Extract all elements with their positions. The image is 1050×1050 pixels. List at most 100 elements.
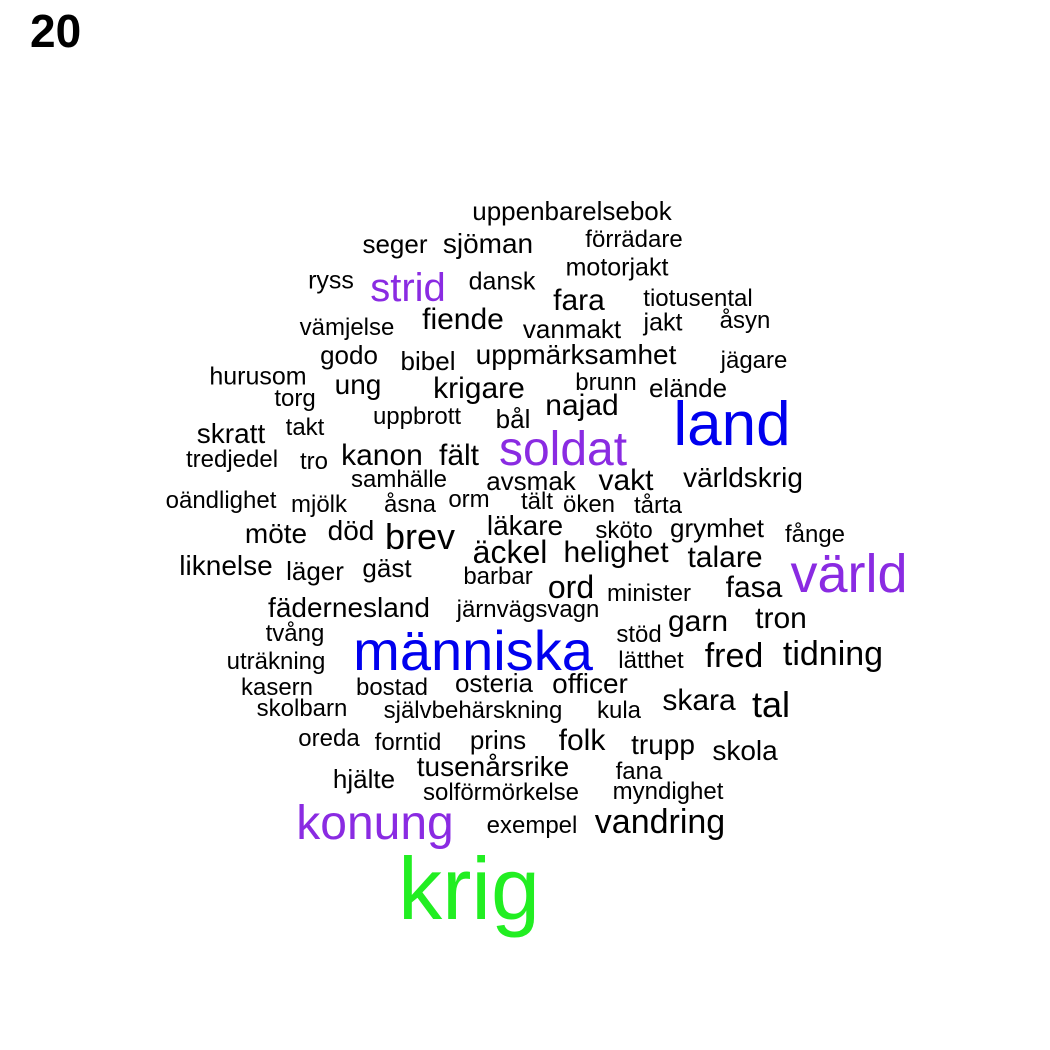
word-skola: skola xyxy=(712,735,778,766)
word-brev: brev xyxy=(384,516,456,557)
word-självbehärskning: självbehärskning xyxy=(383,697,563,724)
word-minister: minister xyxy=(606,580,692,607)
word-tidning: tidning xyxy=(782,635,884,673)
word-kanon: kanon xyxy=(341,439,423,472)
word-uppenbarelsebok: uppenbarelsebok xyxy=(472,196,672,226)
word-förrädare: förrädare xyxy=(585,226,683,253)
word-brunn: brunn xyxy=(575,369,637,396)
word-gäst: gäst xyxy=(362,553,412,583)
word-dansk: dansk xyxy=(468,267,536,296)
word-avsmak: avsmak xyxy=(486,466,576,496)
word-osteria: osteria xyxy=(454,668,534,698)
panel-number: 20 xyxy=(30,5,82,57)
word-sköto: sköto xyxy=(595,517,653,544)
word-kula: kula xyxy=(596,697,642,724)
word-fasa: fasa xyxy=(725,571,783,604)
word-hjälte: hjälte xyxy=(332,764,396,794)
word-forntid: forntid xyxy=(374,729,442,756)
word-najad: najad xyxy=(545,389,619,422)
word-vanmakt: vanmakt xyxy=(522,314,622,344)
word-läger: läger xyxy=(286,556,344,586)
word-fånge: fånge xyxy=(784,521,846,548)
word-skratt: skratt xyxy=(196,418,266,449)
word-trupp: trupp xyxy=(631,729,695,760)
word-tvång: tvång xyxy=(265,620,325,647)
word-krig: krig xyxy=(398,839,540,938)
word-läkare: läkare xyxy=(486,510,564,541)
word-uppmärksamhet: uppmärksamhet xyxy=(475,339,677,370)
word-exempel: exempel xyxy=(486,812,578,839)
word-fana: fana xyxy=(615,758,663,785)
word-ord: ord xyxy=(547,569,595,605)
word-solförmörkelse: solförmörkelse xyxy=(422,779,580,806)
word-prins: prins xyxy=(469,725,527,755)
word-torg: torg xyxy=(274,385,316,412)
word-jakt: jakt xyxy=(643,308,683,337)
word-elände: elände xyxy=(648,373,728,403)
word-barbar: barbar xyxy=(463,563,533,590)
word-fred: fred xyxy=(704,637,764,675)
word-skolbarn: skolbarn xyxy=(256,695,348,722)
word-jägare: jägare xyxy=(720,347,788,374)
word-fält: fält xyxy=(438,439,480,472)
word-äckel: äckel xyxy=(472,534,548,570)
word-bibel: bibel xyxy=(400,346,456,376)
word-tusenårsrike: tusenårsrike xyxy=(416,751,570,782)
word-åsna: åsna xyxy=(383,491,437,518)
word-ung: ung xyxy=(334,369,382,400)
word-krigare: krigare xyxy=(433,372,525,405)
word-oändlighet: oändlighet xyxy=(165,487,277,514)
word-bostad: bostad xyxy=(355,674,429,701)
word-hurusom: hurusom xyxy=(209,362,307,391)
word-sjöman: sjöman xyxy=(442,228,534,259)
word-fiende: fiende xyxy=(422,303,504,336)
word-tron: tron xyxy=(755,602,807,635)
word-öken: öken xyxy=(562,491,616,518)
word-takt: takt xyxy=(285,414,325,441)
word-seger: seger xyxy=(362,229,428,259)
word-världskrig: världskrig xyxy=(683,462,803,493)
word-liknelse: liknelse xyxy=(179,550,273,581)
word-död: död xyxy=(327,515,375,546)
word-tält: tält xyxy=(520,488,554,515)
word-godo: godo xyxy=(320,340,378,370)
word-orm: orm xyxy=(448,486,490,513)
word-tredjedel: tredjedel xyxy=(185,446,279,473)
word-soldat: soldat xyxy=(498,423,628,476)
word-garn: garn xyxy=(667,605,729,638)
word-tårta: tårta xyxy=(633,492,683,519)
word-vakt: vakt xyxy=(598,464,654,497)
word-strid: strid xyxy=(370,266,446,310)
word-tal: tal xyxy=(751,684,791,725)
word-land: land xyxy=(673,390,791,459)
word-ryss: ryss xyxy=(308,266,354,295)
word-oreda: oreda xyxy=(298,725,360,752)
word-stöd: stöd xyxy=(616,621,662,648)
word-fara: fara xyxy=(553,284,605,317)
word-uträkning: uträkning xyxy=(226,648,326,675)
word-lätthet: lätthet xyxy=(618,647,684,674)
word-fädernesland: fädernesland xyxy=(268,592,430,623)
word-helighet: helighet xyxy=(563,536,669,569)
word-tro: tro xyxy=(299,448,329,475)
word-bål: bål xyxy=(495,404,531,434)
word-människa: människa xyxy=(353,619,593,682)
word-myndighet: myndighet xyxy=(612,778,724,805)
word-officer: officer xyxy=(552,668,628,699)
word-mjölk: mjölk xyxy=(290,491,348,518)
word-skara: skara xyxy=(662,684,736,717)
word-vandring: vandring xyxy=(594,803,726,841)
word-åsyn: åsyn xyxy=(719,307,771,334)
word-kasern: kasern xyxy=(240,674,314,701)
word-samhälle: samhälle xyxy=(350,466,448,493)
word-folk: folk xyxy=(558,724,606,757)
word-tiotusental: tiotusental xyxy=(643,285,753,312)
word-motorjakt: motorjakt xyxy=(565,253,669,282)
word-värld: värld xyxy=(790,544,908,604)
word-grymhet: grymhet xyxy=(670,513,764,543)
word-vämjelse: vämjelse xyxy=(299,314,395,341)
word-möte: möte xyxy=(244,518,308,549)
word-talare: talare xyxy=(687,541,763,574)
word-konung: konung xyxy=(296,797,454,850)
